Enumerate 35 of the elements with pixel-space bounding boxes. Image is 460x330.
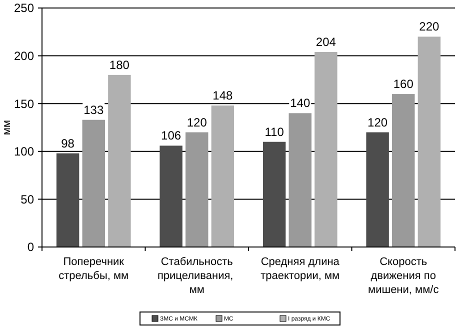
y-axis-title: мм	[1, 120, 13, 136]
y-tick-label: 250	[14, 1, 34, 16]
data-label: 148	[212, 88, 234, 103]
bar	[392, 94, 415, 247]
x-tick-label: Стабильность прицеливания, мм	[157, 256, 236, 296]
y-tick-label: 0	[27, 240, 34, 254]
bar	[262, 142, 286, 247]
data-label: 106	[161, 128, 182, 143]
bar	[82, 120, 105, 247]
x-tick-label: Скорость движения по мишени, мм/с	[368, 256, 440, 296]
bar	[366, 132, 389, 247]
bar	[314, 52, 338, 247]
data-label: 133	[84, 102, 104, 117]
x-tick-label: Поперечник стрельбы, мм	[58, 256, 129, 282]
data-label: 160	[393, 77, 414, 92]
bar	[418, 36, 441, 247]
bar	[108, 74, 131, 247]
bar	[211, 106, 234, 247]
y-tick-label: 50	[20, 192, 34, 206]
y-tick-label: 100	[14, 144, 34, 159]
data-label: 204	[316, 34, 336, 49]
bar	[186, 132, 208, 247]
data-label: 120	[186, 115, 208, 130]
data-label: 120	[368, 115, 388, 130]
x-tick-label: Средняя длина траектории, мм	[260, 256, 340, 282]
bar	[56, 153, 80, 247]
bar	[288, 113, 312, 247]
data-label: 98	[61, 136, 75, 150]
data-label: 220	[419, 20, 440, 34]
bar	[160, 146, 182, 247]
data-label: 180	[109, 58, 130, 72]
data-label: 140	[290, 96, 310, 110]
y-tick-label: 150	[14, 96, 34, 111]
y-tick-label: 200	[14, 49, 34, 63]
data-label: 110	[264, 124, 284, 139]
